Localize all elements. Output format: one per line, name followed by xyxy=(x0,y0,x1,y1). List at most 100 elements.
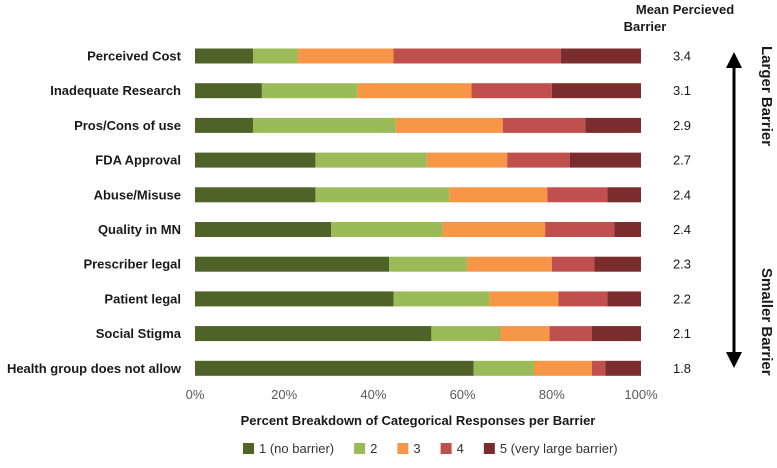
category-label: Perceived Cost xyxy=(87,49,182,64)
bar-segment xyxy=(585,117,641,133)
legend-label: 2 xyxy=(370,441,377,456)
bar-segment xyxy=(569,152,641,168)
bars-group xyxy=(195,48,641,376)
category-label: Patient legal xyxy=(104,291,181,306)
category-label: Quality in MN xyxy=(98,222,181,237)
bar-segment xyxy=(195,83,262,99)
bar-segment xyxy=(195,326,432,342)
bar-segment xyxy=(195,222,332,237)
bar-segment xyxy=(195,152,316,168)
bar-segment xyxy=(297,48,394,64)
mean-value-label: 3.1 xyxy=(673,83,691,98)
bar-segment xyxy=(545,222,615,237)
legend-swatch xyxy=(243,443,254,454)
category-label: FDA Approval xyxy=(95,153,181,168)
bar-segment xyxy=(547,187,608,203)
side-label-smaller: Smaller Barrier xyxy=(758,268,775,376)
category-label: Prescriber legal xyxy=(83,257,181,272)
bar-segment xyxy=(500,326,550,342)
bar-segment xyxy=(431,326,501,342)
bar-segment xyxy=(252,117,396,133)
x-ticks: 0% 20% 40% 60% 80% 100% xyxy=(186,387,658,402)
category-label: Abuse/Misuse xyxy=(94,187,181,202)
category-label: Social Stigma xyxy=(96,326,182,341)
bar-segment xyxy=(195,291,394,307)
legend: 1 (no barrier) 2 3 4 5 (very large barrier) xyxy=(243,441,618,456)
bar-segment xyxy=(195,187,316,203)
mean-header-line1: Mean Percieved xyxy=(636,2,734,17)
legend-swatch xyxy=(440,443,452,454)
mean-header-line2: Barrier xyxy=(624,19,667,34)
x-tick-label: 100% xyxy=(624,387,658,402)
mean-value-label: 2.3 xyxy=(673,257,691,272)
mean-value-label: 2.9 xyxy=(673,118,691,133)
legend-swatch xyxy=(397,443,409,454)
legend-swatch xyxy=(354,443,366,454)
bar-segment xyxy=(315,187,450,203)
legend-label: 1 (no barrier) xyxy=(259,441,334,456)
mean-value-label: 2.2 xyxy=(673,291,691,306)
bar-segment xyxy=(605,360,641,376)
bar-segment xyxy=(558,291,608,307)
x-tick-label: 80% xyxy=(539,387,565,402)
bar-segment xyxy=(261,83,358,99)
bar-segment xyxy=(315,152,427,168)
bar-segment xyxy=(591,360,606,376)
legend-label: 5 (very large barrier) xyxy=(500,441,618,456)
bar-segment xyxy=(195,256,390,272)
mean-value-label: 2.1 xyxy=(673,326,691,341)
bar-segment xyxy=(252,48,298,64)
x-tick-label: 40% xyxy=(360,387,386,402)
barrier-direction-indicator: Larger Barrier Smaller Barrier xyxy=(726,46,775,376)
bar-segment xyxy=(395,117,503,133)
bar-segment xyxy=(560,48,641,64)
x-axis-title: Percent Breakdown of Categorical Respons… xyxy=(241,413,596,428)
bar-segment xyxy=(607,187,641,203)
x-tick-label: 20% xyxy=(271,387,297,402)
bar-segment xyxy=(489,291,559,307)
legend-label: 4 xyxy=(457,441,464,456)
bar-segment xyxy=(393,291,490,307)
bar-segment xyxy=(467,256,552,272)
mean-value-label: 2.4 xyxy=(673,187,691,202)
mean-values: 3.4 3.1 2.9 2.7 2.4 2.4 2.3 2.2 2.1 1.8 xyxy=(673,49,691,376)
bar-segment xyxy=(551,256,595,272)
bar-segment xyxy=(331,222,443,237)
bar-segment xyxy=(357,83,472,99)
bar-segment xyxy=(533,360,592,376)
bar-segment xyxy=(195,360,474,376)
mean-value-label: 2.7 xyxy=(673,153,691,168)
arrow-up-icon xyxy=(726,52,742,68)
bar-segment xyxy=(614,222,641,237)
bar-segment xyxy=(551,83,641,99)
bar-segment xyxy=(607,291,641,307)
bar-segment xyxy=(471,83,552,99)
bar-segment xyxy=(473,360,534,376)
mean-value-label: 2.4 xyxy=(673,222,691,237)
bar-segment xyxy=(195,48,253,64)
mean-value-label: 1.8 xyxy=(673,361,691,376)
bar-segment xyxy=(507,152,570,168)
bar-segment xyxy=(591,326,641,342)
x-tick-label: 60% xyxy=(450,387,476,402)
bar-segment xyxy=(594,256,641,272)
bar-segment xyxy=(442,222,546,237)
legend-swatch xyxy=(483,443,495,454)
arrow-down-icon xyxy=(726,352,742,368)
bar-segment xyxy=(426,152,508,168)
bar-segment xyxy=(389,256,468,272)
legend-label: 3 xyxy=(413,441,420,456)
category-label: Health group does not allow xyxy=(7,361,182,376)
bar-segment xyxy=(449,187,548,203)
side-label-larger: Larger Barrier xyxy=(758,46,775,146)
bar-segment xyxy=(549,326,592,342)
category-label: Inadequate Research xyxy=(50,83,181,98)
category-label: Pros/Cons of use xyxy=(74,118,181,133)
x-tick-label: 0% xyxy=(186,387,205,402)
mean-value-label: 3.4 xyxy=(673,49,691,64)
category-labels: Perceived Cost Inadequate Research Pros/Co… xyxy=(7,49,182,376)
bar-segment xyxy=(502,117,586,133)
bar-segment xyxy=(195,117,253,133)
